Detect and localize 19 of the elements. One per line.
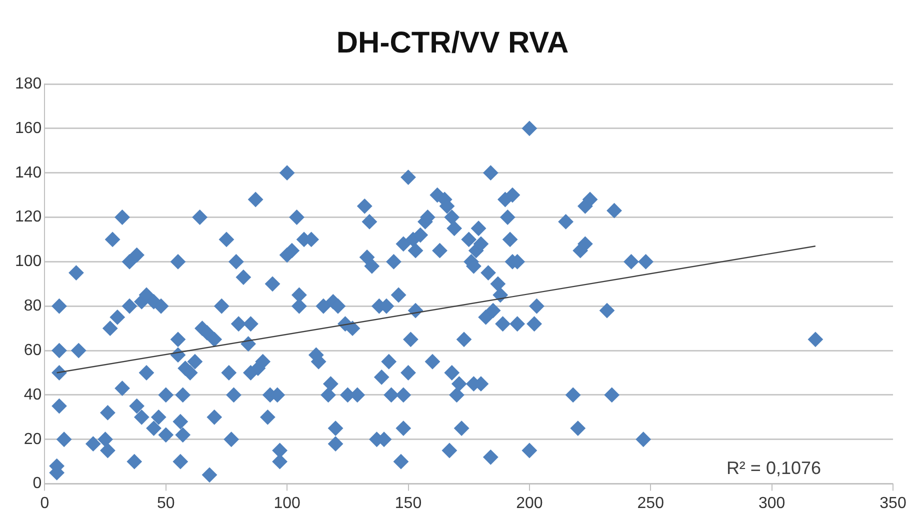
y-tick-label: 120 <box>14 208 42 226</box>
y-tick-label: 180 <box>14 75 42 92</box>
x-tick-label: 150 <box>394 494 422 512</box>
x-tick-label: 350 <box>880 494 906 512</box>
x-tick-label: 250 <box>637 494 664 512</box>
y-tick-label: 100 <box>14 253 42 270</box>
y-tick-label: 60 <box>24 342 42 359</box>
chart-title: DH-CTR/VV RVA <box>336 26 569 60</box>
x-tick-label: 300 <box>758 494 786 512</box>
x-tick-label: 50 <box>156 494 175 512</box>
x-tick-label: 200 <box>516 494 543 512</box>
y-tick-label: 40 <box>24 386 42 404</box>
annotation: R² = 0,1076 <box>726 458 821 478</box>
x-tick-label: 100 <box>274 494 301 512</box>
y-tick-label: 160 <box>14 120 42 137</box>
y-tick-label: 80 <box>24 298 42 315</box>
y-tick-label: 140 <box>14 164 42 182</box>
y-tick-label: 0 <box>32 475 42 492</box>
y-tick-label: 20 <box>24 430 42 448</box>
